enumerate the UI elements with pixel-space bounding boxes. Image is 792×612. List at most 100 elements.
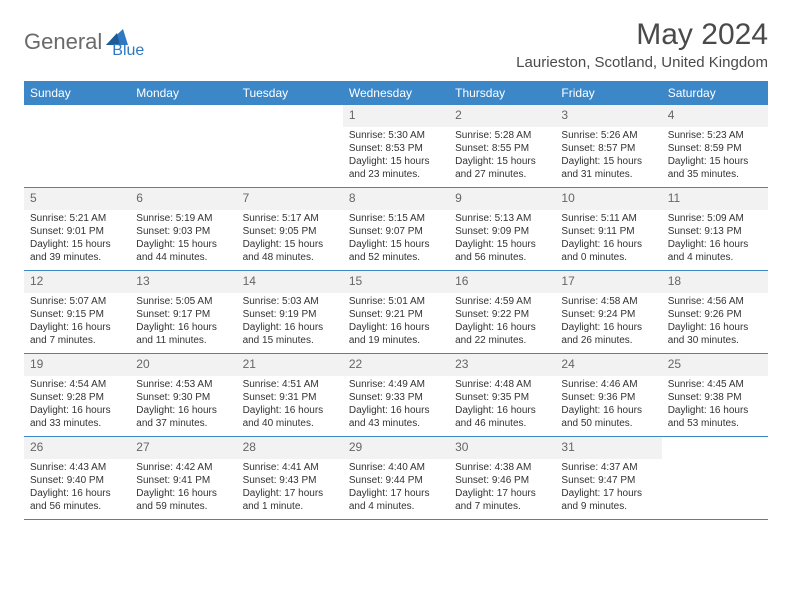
sunrise-text: Sunrise: 4:38 AM [455, 461, 549, 474]
daylight-text: Daylight: 17 hours and 4 minutes. [349, 487, 443, 513]
daylight-text: Daylight: 17 hours and 1 minute. [243, 487, 337, 513]
week-row: 26Sunrise: 4:43 AMSunset: 9:40 PMDayligh… [24, 437, 768, 520]
calendar-cell: 4Sunrise: 5:23 AMSunset: 8:59 PMDaylight… [662, 105, 768, 187]
sunset-text: Sunset: 9:46 PM [455, 474, 549, 487]
day-number: 16 [449, 271, 555, 293]
sunset-text: Sunset: 9:13 PM [668, 225, 762, 238]
day-number: 9 [449, 188, 555, 210]
calendar-cell: 31Sunrise: 4:37 AMSunset: 9:47 PMDayligh… [555, 437, 661, 519]
sunrise-text: Sunrise: 4:42 AM [136, 461, 230, 474]
day-number: 11 [662, 188, 768, 210]
day-header-sun: Sunday [24, 81, 130, 105]
daylight-text: Daylight: 16 hours and 4 minutes. [668, 238, 762, 264]
sunrise-text: Sunrise: 4:59 AM [455, 295, 549, 308]
sunset-text: Sunset: 9:07 PM [349, 225, 443, 238]
day-number: 28 [237, 437, 343, 459]
daylight-text: Daylight: 15 hours and 27 minutes. [455, 155, 549, 181]
day-header-fri: Friday [555, 81, 661, 105]
sunrise-text: Sunrise: 5:11 AM [561, 212, 655, 225]
sunset-text: Sunset: 9:40 PM [30, 474, 124, 487]
calendar-cell: 6Sunrise: 5:19 AMSunset: 9:03 PMDaylight… [130, 188, 236, 270]
calendar-cell [24, 105, 130, 187]
week-row: 5Sunrise: 5:21 AMSunset: 9:01 PMDaylight… [24, 188, 768, 271]
calendar-cell: 28Sunrise: 4:41 AMSunset: 9:43 PMDayligh… [237, 437, 343, 519]
daylight-text: Daylight: 16 hours and 50 minutes. [561, 404, 655, 430]
sunset-text: Sunset: 9:36 PM [561, 391, 655, 404]
daylight-text: Daylight: 16 hours and 43 minutes. [349, 404, 443, 430]
weeks-container: 1Sunrise: 5:30 AMSunset: 8:53 PMDaylight… [24, 105, 768, 520]
sunrise-text: Sunrise: 4:41 AM [243, 461, 337, 474]
sunrise-text: Sunrise: 4:56 AM [668, 295, 762, 308]
sunrise-text: Sunrise: 4:45 AM [668, 378, 762, 391]
sunrise-text: Sunrise: 5:19 AM [136, 212, 230, 225]
daylight-text: Daylight: 16 hours and 37 minutes. [136, 404, 230, 430]
sunrise-text: Sunrise: 5:26 AM [561, 129, 655, 142]
location-text: Laurieston, Scotland, United Kingdom [516, 54, 768, 71]
day-number: 12 [24, 271, 130, 293]
daylight-text: Daylight: 15 hours and 48 minutes. [243, 238, 337, 264]
day-number: 15 [343, 271, 449, 293]
calendar-cell: 11 Sunrise: 5:09 AMSunset: 9:13 PMDayligh… [662, 188, 768, 270]
sunrise-text: Sunrise: 4:43 AM [30, 461, 124, 474]
calendar-cell [130, 105, 236, 187]
logo-text-general: General [24, 29, 102, 55]
daylight-text: Daylight: 15 hours and 56 minutes. [455, 238, 549, 264]
sunrise-text: Sunrise: 5:21 AM [30, 212, 124, 225]
sunset-text: Sunset: 9:01 PM [30, 225, 124, 238]
calendar-cell: 2Sunrise: 5:28 AMSunset: 8:55 PMDaylight… [449, 105, 555, 187]
day-number: 21 [237, 354, 343, 376]
calendar-cell: 30Sunrise: 4:38 AMSunset: 9:46 PMDayligh… [449, 437, 555, 519]
sunset-text: Sunset: 9:03 PM [136, 225, 230, 238]
sunset-text: Sunset: 8:55 PM [455, 142, 549, 155]
day-number: 22 [343, 354, 449, 376]
sunset-text: Sunset: 9:21 PM [349, 308, 443, 321]
calendar-cell: 17Sunrise: 4:58 AMSunset: 9:24 PMDayligh… [555, 271, 661, 353]
day-number: 6 [130, 188, 236, 210]
week-row: 19Sunrise: 4:54 AMSunset: 9:28 PMDayligh… [24, 354, 768, 437]
sunset-text: Sunset: 9:15 PM [30, 308, 124, 321]
sunset-text: Sunset: 9:44 PM [349, 474, 443, 487]
calendar-cell: 19Sunrise: 4:54 AMSunset: 9:28 PMDayligh… [24, 354, 130, 436]
sunrise-text: Sunrise: 5:05 AM [136, 295, 230, 308]
calendar-cell: 9Sunrise: 5:13 AMSunset: 9:09 PMDaylight… [449, 188, 555, 270]
daylight-text: Daylight: 16 hours and 40 minutes. [243, 404, 337, 430]
day-number: 23 [449, 354, 555, 376]
sunset-text: Sunset: 9:30 PM [136, 391, 230, 404]
calendar-cell: 13Sunrise: 5:05 AMSunset: 9:17 PMDayligh… [130, 271, 236, 353]
day-number: 18 [662, 271, 768, 293]
daylight-text: Daylight: 16 hours and 22 minutes. [455, 321, 549, 347]
sunrise-text: Sunrise: 4:51 AM [243, 378, 337, 391]
logo-text-blue: Blue [112, 42, 144, 60]
daylight-text: Daylight: 16 hours and 33 minutes. [30, 404, 124, 430]
calendar-cell: 10Sunrise: 5:11 AMSunset: 9:11 PMDayligh… [555, 188, 661, 270]
sunrise-text: Sunrise: 4:37 AM [561, 461, 655, 474]
day-header-wed: Wednesday [343, 81, 449, 105]
day-number: 4 [662, 105, 768, 127]
calendar-cell: 15Sunrise: 5:01 AMSunset: 9:21 PMDayligh… [343, 271, 449, 353]
sunrise-text: Sunrise: 4:49 AM [349, 378, 443, 391]
daylight-text: Daylight: 16 hours and 11 minutes. [136, 321, 230, 347]
sunrise-text: Sunrise: 5:17 AM [243, 212, 337, 225]
day-number: 13 [130, 271, 236, 293]
daylight-text: Daylight: 16 hours and 19 minutes. [349, 321, 443, 347]
calendar-cell: 14Sunrise: 5:03 AMSunset: 9:19 PMDayligh… [237, 271, 343, 353]
daylight-text: Daylight: 15 hours and 39 minutes. [30, 238, 124, 264]
sunrise-text: Sunrise: 4:58 AM [561, 295, 655, 308]
sunrise-text: Sunrise: 4:46 AM [561, 378, 655, 391]
sunset-text: Sunset: 9:35 PM [455, 391, 549, 404]
calendar-cell: 16 Sunrise: 4:59 AMSunset: 9:22 PMDayligh… [449, 271, 555, 353]
sunrise-text: Sunrise: 5:03 AM [243, 295, 337, 308]
day-header-mon: Monday [130, 81, 236, 105]
page-header: General Blue May 2024 Laurieston, Scotla… [24, 18, 768, 71]
day-number: 31 [555, 437, 661, 459]
day-number: 10 [555, 188, 661, 210]
sunrise-text: Sunrise: 5:30 AM [349, 129, 443, 142]
daylight-text: Daylight: 15 hours and 23 minutes. [349, 155, 443, 181]
calendar-cell: 20Sunrise: 4:53 AMSunset: 9:30 PMDayligh… [130, 354, 236, 436]
sunset-text: Sunset: 9:22 PM [455, 308, 549, 321]
daylight-text: Daylight: 16 hours and 7 minutes. [30, 321, 124, 347]
sunrise-text: Sunrise: 5:09 AM [668, 212, 762, 225]
calendar-cell: 1Sunrise: 5:30 AMSunset: 8:53 PMDaylight… [343, 105, 449, 187]
day-number: 17 [555, 271, 661, 293]
day-number: 1 [343, 105, 449, 127]
